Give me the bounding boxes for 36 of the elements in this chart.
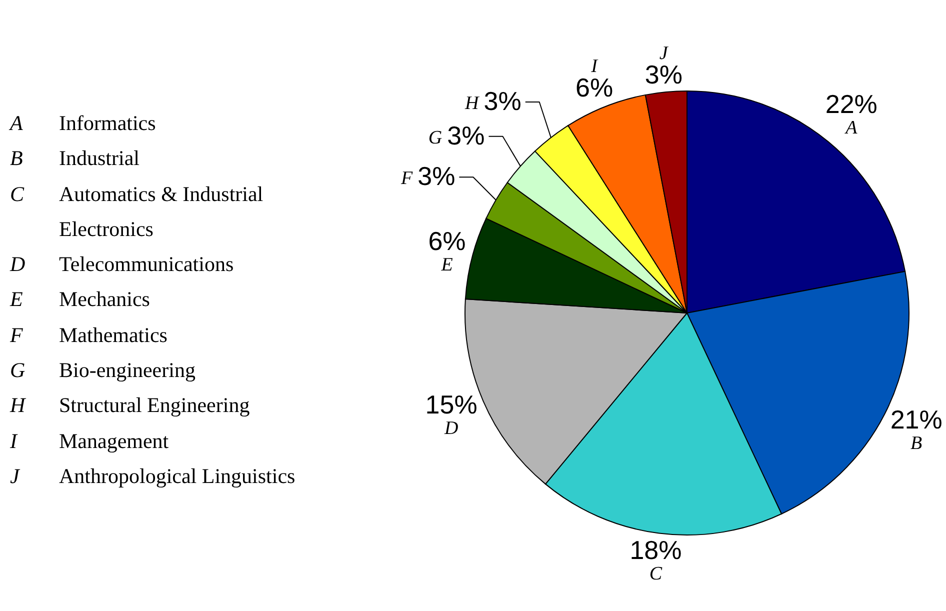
data-label: 18% (630, 535, 682, 566)
slice-label: C (649, 564, 662, 585)
text: Mechanics (59, 286, 151, 314)
category-label: H (10, 393, 26, 418)
category-label: F (10, 322, 23, 347)
category-label: G (10, 358, 26, 382)
category-label: J (10, 464, 20, 488)
data-label: 3% (447, 120, 485, 150)
text: Management (59, 428, 170, 455)
slice-label: D (443, 418, 458, 439)
category-label: I (10, 428, 17, 453)
slice-label: H (464, 93, 480, 114)
data-label: 15% (425, 389, 478, 420)
data-label: 6% (428, 226, 466, 256)
text: Mathematics (59, 322, 168, 349)
text: Structural Engineering (59, 392, 251, 420)
slice-label: F (400, 168, 413, 190)
text: Industrial (59, 145, 140, 172)
data-label: 21% (890, 404, 942, 434)
slice-label: G (428, 127, 442, 148)
text: Informatics (59, 110, 157, 137)
category-label: C (10, 182, 24, 206)
slice-label: B (910, 432, 923, 454)
text: Automatics & Industrial Electronics (59, 180, 264, 243)
category-label: E (10, 287, 23, 312)
data-label: 3% (484, 86, 522, 116)
text: Bio-engineering (59, 357, 196, 384)
slice-label: E (440, 254, 454, 276)
text: Anthropological Linguistics (59, 462, 296, 490)
category-label: D (10, 252, 26, 276)
category-label: A (10, 111, 23, 135)
slice-label: A (844, 117, 858, 138)
category-label: B (10, 146, 23, 170)
text: Telecommunications (59, 251, 235, 278)
data-label: 22% (825, 88, 878, 119)
data-label: 3% (418, 161, 456, 192)
